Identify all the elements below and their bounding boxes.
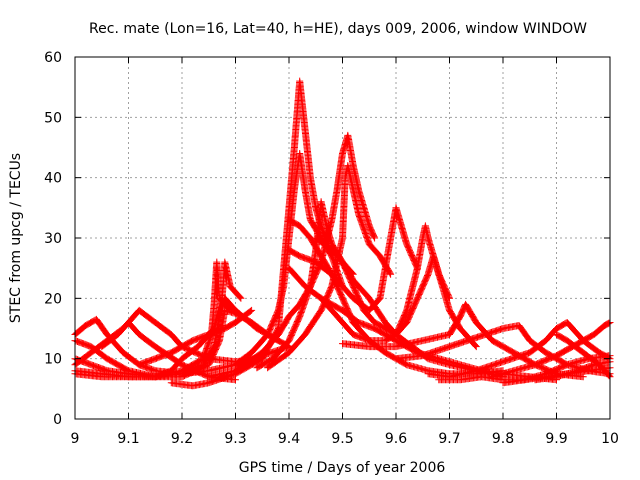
x-tick-label: 9.5 xyxy=(331,431,353,447)
data-series xyxy=(499,352,614,387)
data-series xyxy=(553,331,614,381)
x-tick-label: 9.1 xyxy=(117,431,139,447)
data-point-markers xyxy=(135,306,256,369)
x-tick-label: 10 xyxy=(601,431,619,447)
x-tick-label: 9.3 xyxy=(224,431,246,447)
y-tick-label: 20 xyxy=(44,291,62,307)
x-axis-label: GPS time / Days of year 2006 xyxy=(239,460,446,476)
y-tick-label: 0 xyxy=(53,412,62,428)
x-tick-label: 9.2 xyxy=(171,431,193,447)
y-tick-label: 50 xyxy=(44,110,62,126)
y-tick-label: 60 xyxy=(44,50,62,66)
x-tick-label: 9.6 xyxy=(385,431,407,447)
data-point-markers xyxy=(205,131,379,381)
x-tick-label: 9.7 xyxy=(438,431,460,447)
chart-title: Rec. mate (Lon=16, Lat=40, h=HE), days 0… xyxy=(89,21,587,37)
axis-ticks xyxy=(74,56,611,420)
y-tick-label: 30 xyxy=(44,231,62,247)
x-tick-label: 9.8 xyxy=(492,431,514,447)
y-tick-label: 10 xyxy=(44,352,62,368)
data-point-markers xyxy=(531,358,614,384)
data-series xyxy=(205,131,379,381)
y-axis-label: STEC from upcg / TECUs xyxy=(8,153,24,323)
data-point-markers xyxy=(553,331,614,381)
x-tick-label: 9.9 xyxy=(545,431,567,447)
x-tick-label: 9 xyxy=(71,431,80,447)
data-series xyxy=(135,306,256,369)
data-series xyxy=(531,358,614,384)
y-tick-label: 40 xyxy=(44,171,62,187)
data-point-markers xyxy=(499,352,614,387)
x-tick-label: 9.4 xyxy=(278,431,300,447)
tick-labels: 9 9.1 9.2 9.3 9.4 9.5 9.6 9.7 9.8 9.9 10 0 10 20 30 40 5… xyxy=(44,50,619,447)
